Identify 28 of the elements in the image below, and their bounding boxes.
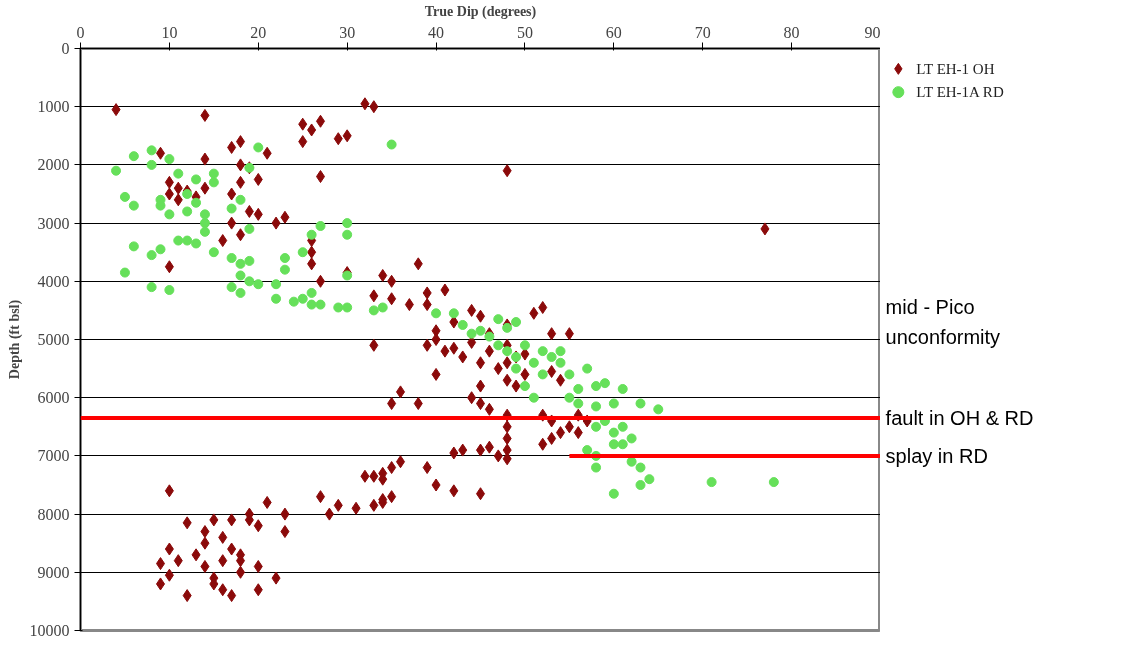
y-tick-label: 8000 xyxy=(37,505,70,523)
y-tick-label: 7000 xyxy=(37,447,70,465)
y-tick-label: 2000 xyxy=(37,156,70,174)
ref-line-label: fault in OH & RD xyxy=(885,407,1034,430)
y-tick-label: 0 xyxy=(61,40,70,57)
x-tick-label: 10 xyxy=(161,23,178,41)
x-tick-label: 50 xyxy=(516,23,533,41)
y-tick-label: 1000 xyxy=(37,98,70,116)
text: mid - Pico unconformity xyxy=(885,296,1001,348)
x-tick-label: 80 xyxy=(783,23,800,41)
x-tick-label: 0 xyxy=(76,23,85,41)
annotation: splay in RD xyxy=(885,444,988,467)
y-tick-label: 3000 xyxy=(37,214,70,232)
y-tick-label: 6000 xyxy=(37,389,70,407)
legend-label: LT EH-1 OH xyxy=(916,60,995,77)
legend-label: LT EH-1A RD xyxy=(916,84,1004,101)
y-tick-label: 5000 xyxy=(37,331,70,348)
y-tick-label: 10000 xyxy=(29,622,70,639)
x-tick-label: 20 xyxy=(250,23,267,41)
x-tick-label: 90 xyxy=(864,23,881,41)
y-tick-label: 9000 xyxy=(37,563,70,581)
y-axis-title: Depth (ft bsl) xyxy=(6,299,23,380)
x-axis-title: True Dip (degrees) xyxy=(424,3,537,20)
x-tick-label: 70 xyxy=(694,23,711,41)
x-tick-label: 60 xyxy=(605,23,622,41)
x-tick-label: 30 xyxy=(339,23,356,41)
x-tick-label: 40 xyxy=(428,23,445,41)
y-tick-label: 4000 xyxy=(37,272,70,290)
